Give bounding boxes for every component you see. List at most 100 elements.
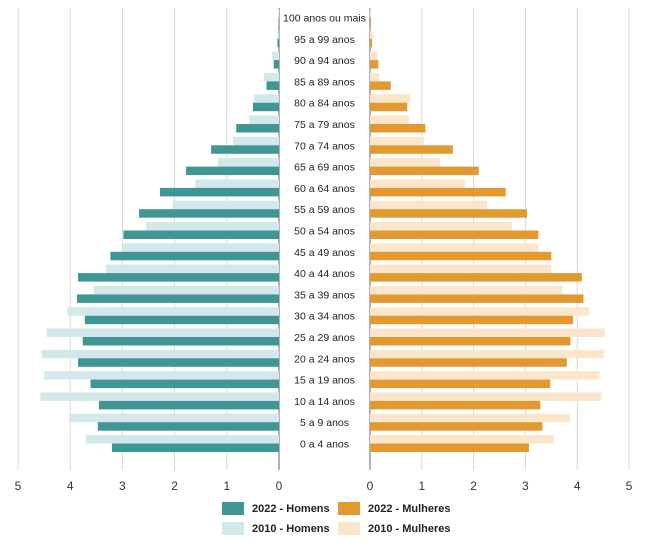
bar-2010-mulheres — [370, 115, 409, 124]
bar-2022-homens — [111, 443, 280, 452]
bar-2022-mulheres — [370, 38, 373, 48]
bar-2022-mulheres — [370, 81, 391, 90]
bar-2010-homens — [145, 222, 279, 231]
bar-2010-mulheres — [370, 413, 570, 423]
bar-2022-mulheres — [370, 230, 539, 239]
bar-2010-homens — [272, 51, 279, 61]
age-group-label: 50 a 54 anos — [294, 226, 355, 238]
x-tick-label-left: 0 — [276, 479, 283, 493]
bar-2022-mulheres — [370, 102, 408, 112]
bar-2022-mulheres — [370, 379, 551, 389]
bar-2010-mulheres — [370, 392, 602, 401]
bar-2022-homens — [84, 315, 279, 325]
bar-2010-mulheres — [370, 136, 424, 146]
bar-2010-homens — [249, 115, 279, 124]
bar-2010-mulheres — [370, 51, 378, 61]
bar-2010-homens — [85, 435, 279, 444]
age-group-label: 40 a 44 anos — [294, 268, 355, 280]
x-tick-label-left: 2 — [171, 479, 178, 493]
x-tick-label-right: 4 — [574, 479, 581, 493]
bar-2010-mulheres — [370, 94, 411, 103]
bar-2022-homens — [277, 38, 279, 48]
bar-2010-mulheres — [370, 9, 372, 18]
age-group-label: 75 a 79 anos — [294, 119, 355, 131]
bar-2010-mulheres — [370, 72, 380, 82]
age-group-label: 95 a 99 anos — [294, 34, 355, 46]
x-tick-label-left: 5 — [15, 479, 22, 493]
age-group-label: 30 a 34 anos — [294, 311, 355, 323]
bar-2022-homens — [236, 124, 279, 133]
bar-2010-homens — [233, 136, 279, 146]
bar-2022-homens — [82, 337, 279, 346]
bar-2010-homens — [217, 158, 279, 167]
bar-2010-mulheres — [370, 243, 539, 252]
bar-2022-mulheres — [370, 443, 530, 452]
age-group-label: 45 a 49 anos — [294, 247, 355, 259]
bar-2022-homens — [186, 166, 279, 176]
bar-2022-homens — [139, 209, 279, 218]
bar-2010-mulheres — [370, 222, 512, 231]
bar-2010-homens — [44, 371, 279, 380]
bar-2022-homens — [159, 187, 279, 197]
bar-2022-homens — [123, 230, 279, 239]
bar-2010-homens — [41, 349, 279, 359]
bar-2022-homens — [90, 379, 279, 389]
bar-2022-mulheres — [370, 209, 527, 218]
bar-2022-mulheres — [370, 124, 426, 133]
bar-2022-homens — [252, 102, 279, 112]
age-group-label: 25 a 29 anos — [294, 332, 355, 344]
bar-2022-homens — [278, 17, 279, 26]
bar-2022-homens — [78, 358, 279, 367]
bar-2010-homens — [40, 392, 279, 401]
age-group-label: 70 a 74 anos — [294, 140, 355, 152]
bar-2010-homens — [253, 94, 279, 103]
bar-2022-homens — [76, 294, 280, 303]
bar-2010-mulheres — [370, 200, 488, 210]
bar-2022-mulheres — [370, 187, 506, 197]
bar-2022-homens — [98, 400, 279, 410]
bar-2010-mulheres — [370, 328, 605, 337]
x-tick-label-right: 2 — [470, 479, 477, 493]
bar-2010-homens — [276, 30, 279, 39]
bar-2010-mulheres — [370, 435, 554, 444]
bar-2022-mulheres — [370, 17, 372, 26]
bar-2010-homens — [122, 243, 280, 252]
bar-2022-homens — [110, 251, 279, 261]
bar-2010-mulheres — [370, 371, 600, 380]
bar-2010-homens — [278, 9, 279, 18]
age-group-label: 80 a 84 anos — [294, 98, 355, 110]
x-tick-label-left: 4 — [67, 479, 74, 493]
age-group-label: 10 a 14 anos — [294, 396, 355, 408]
bar-2022-homens — [273, 60, 279, 69]
bar-2022-mulheres — [370, 315, 574, 325]
bar-2022-mulheres — [370, 251, 552, 261]
bar-2010-mulheres — [370, 30, 374, 39]
bar-2010-mulheres — [370, 307, 590, 316]
age-group-label: 90 a 94 anos — [294, 55, 355, 67]
age-group-label: 20 a 24 anos — [294, 353, 355, 365]
bar-2010-homens — [93, 285, 279, 295]
bar-2010-mulheres — [370, 285, 563, 295]
bar-2022-mulheres — [370, 294, 584, 303]
age-group-label: 85 a 89 anos — [294, 76, 355, 88]
bar-2010-homens — [69, 413, 279, 423]
age-group-label: 0 a 4 anos — [300, 439, 349, 451]
bar-2010-mulheres — [370, 179, 465, 188]
age-group-label: 15 a 19 anos — [294, 375, 355, 387]
bar-2022-mulheres — [370, 60, 379, 69]
bar-2022-mulheres — [370, 273, 582, 282]
x-tick-label-left: 3 — [119, 479, 126, 493]
bar-2010-homens — [195, 179, 279, 188]
x-tick-label-right: 1 — [418, 479, 425, 493]
bar-2010-mulheres — [370, 264, 552, 274]
age-group-label: 65 a 69 anos — [294, 162, 355, 174]
age-group-label: 55 a 59 anos — [294, 204, 355, 216]
bar-2022-homens — [78, 273, 279, 282]
bar-2022-mulheres — [370, 358, 567, 367]
x-tick-label-left: 1 — [223, 479, 230, 493]
bar-2022-mulheres — [370, 422, 543, 431]
age-group-label: 35 a 39 anos — [294, 289, 355, 301]
x-tick-label-right: 0 — [367, 479, 374, 493]
bar-2010-homens — [172, 200, 279, 210]
